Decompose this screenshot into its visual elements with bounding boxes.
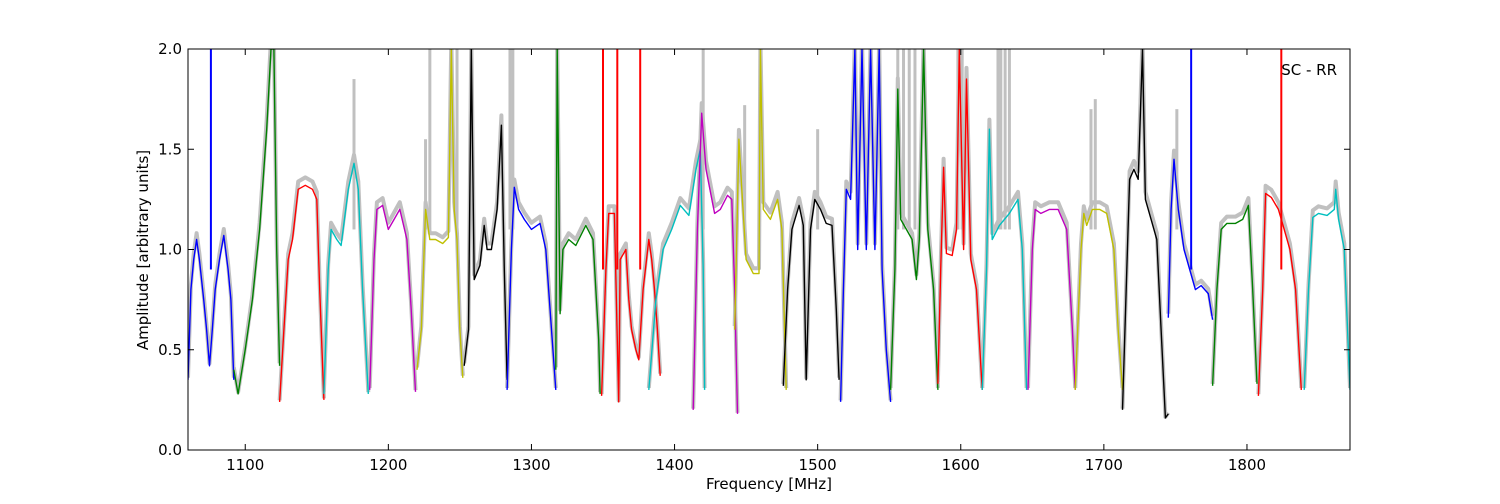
ticks-layer: 1100 1200 1300 1400 1500 1600 1700 1800 0.0 0.5 1.… xyxy=(158,40,1350,474)
series-line-band-11 xyxy=(648,148,706,390)
envelope-layer xyxy=(188,49,1350,419)
series-line-band-04 xyxy=(323,162,369,394)
series-line-band-12 xyxy=(692,112,739,414)
envelope-spike xyxy=(816,129,820,230)
envelope-band-14 xyxy=(781,189,842,384)
envelope-band-09 xyxy=(553,49,603,393)
envelope-spike xyxy=(996,49,1000,230)
series-line-band-20 xyxy=(1074,208,1124,390)
envelope-spike xyxy=(913,49,917,230)
x-tick-label: 1500 xyxy=(799,456,837,474)
y-tick-label: 1.5 xyxy=(158,140,182,158)
envelope-band-19 xyxy=(1026,200,1078,389)
envelope-spike xyxy=(960,49,964,230)
envelope-band-25 xyxy=(1302,179,1350,389)
envelope-spike xyxy=(508,49,512,230)
envelope-band-21 xyxy=(1120,49,1170,419)
series-line-band-08 xyxy=(506,186,557,390)
series-line-band-15 xyxy=(839,49,892,402)
series-line-band-25 xyxy=(1303,188,1350,390)
y-axis-label: Amplitude [arbitrary units] xyxy=(134,150,152,350)
y-tick-label: 0.5 xyxy=(158,341,182,359)
x-tick-label: 1200 xyxy=(369,456,407,474)
envelope-spike xyxy=(896,49,900,230)
series-line-band-22 xyxy=(1167,158,1214,320)
envelope-spike xyxy=(424,139,428,230)
envelope-spike xyxy=(1007,49,1011,230)
x-tick-label: 1100 xyxy=(226,456,264,474)
series-layer xyxy=(188,49,1350,419)
series-line-band-03 xyxy=(278,184,325,402)
envelope-spike xyxy=(1003,49,1007,230)
series-line-band-07 xyxy=(463,49,508,380)
envelope-band-02 xyxy=(231,49,282,395)
series-line-band-19 xyxy=(1027,208,1076,390)
envelope-spike xyxy=(999,49,1003,230)
envelope-spike xyxy=(1089,109,1093,230)
series-line-band-23 xyxy=(1211,204,1258,386)
envelope-spike xyxy=(455,49,459,230)
x-tick-label: 1800 xyxy=(1228,456,1266,474)
envelope-spike xyxy=(1175,109,1179,230)
envelope-spike xyxy=(428,49,432,230)
series-line-band-06 xyxy=(416,49,464,378)
chart-annotation: SC - RR xyxy=(1281,61,1337,79)
x-tick-label: 1400 xyxy=(655,456,693,474)
series-line-band-09 xyxy=(555,49,601,394)
series-line-band-21 xyxy=(1121,49,1169,419)
envelope-spike xyxy=(352,79,356,230)
y-tick-label: 0.0 xyxy=(158,441,182,459)
envelope-spike xyxy=(907,49,911,230)
envelope-spike xyxy=(511,49,515,230)
series-line-band-16 xyxy=(889,49,939,390)
x-tick-label: 1700 xyxy=(1085,456,1123,474)
y-tick-label: 2.0 xyxy=(158,40,182,58)
series-line-band-10 xyxy=(600,212,661,403)
x-tick-label: 1600 xyxy=(942,456,980,474)
envelope-spike xyxy=(743,105,747,230)
series-line-band-24 xyxy=(1257,192,1302,396)
y-tick-label: 1.0 xyxy=(158,241,182,259)
series-line-band-02 xyxy=(233,49,281,395)
envelope-spike xyxy=(1093,99,1097,230)
x-axis-label: Frequency [MHz] xyxy=(706,475,832,493)
series-line-band-17 xyxy=(937,49,983,390)
series-line-band-14 xyxy=(782,198,840,386)
envelope-spike xyxy=(902,49,906,230)
x-tick-label: 1300 xyxy=(512,456,550,474)
series-line-band-13 xyxy=(734,49,787,390)
series-line-band-18 xyxy=(981,128,1028,390)
series-line-band-05 xyxy=(369,204,417,392)
series-line-band-01 xyxy=(188,234,235,380)
envelope-band-23 xyxy=(1210,196,1259,384)
